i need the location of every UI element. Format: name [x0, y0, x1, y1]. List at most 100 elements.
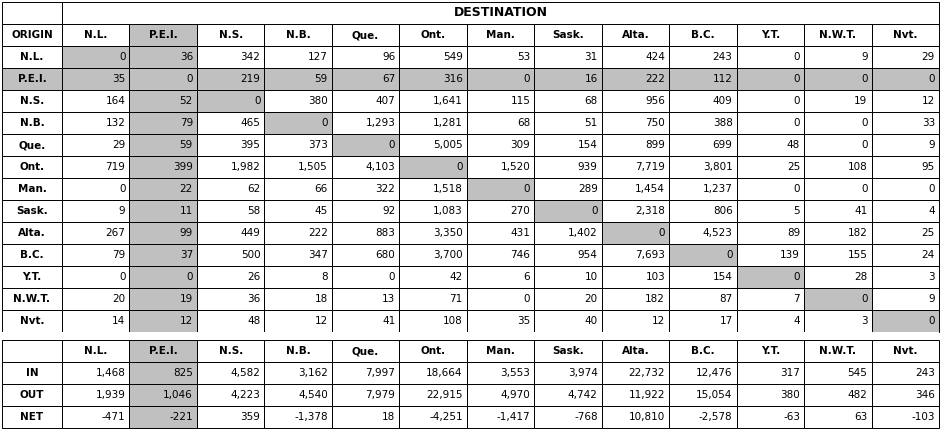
- Text: Ont.: Ont.: [421, 30, 446, 40]
- Bar: [871, 200, 939, 222]
- Bar: [332, 156, 399, 178]
- Text: 3,350: 3,350: [433, 228, 463, 238]
- Bar: [871, 112, 939, 134]
- Bar: [871, 244, 939, 266]
- Bar: [2, 156, 62, 178]
- Bar: [737, 340, 804, 362]
- Text: 92: 92: [382, 206, 395, 216]
- Text: 431: 431: [510, 228, 530, 238]
- Bar: [2, 68, 62, 90]
- Text: 243: 243: [916, 368, 935, 378]
- Bar: [62, 68, 130, 90]
- Text: 3,801: 3,801: [703, 162, 733, 172]
- Bar: [737, 24, 804, 46]
- Bar: [2, 46, 62, 68]
- Text: 3,162: 3,162: [298, 368, 327, 378]
- Text: 63: 63: [854, 412, 868, 422]
- Text: 127: 127: [308, 52, 327, 62]
- Text: 346: 346: [916, 390, 935, 400]
- Bar: [804, 266, 871, 288]
- Bar: [332, 178, 399, 200]
- Bar: [197, 288, 264, 310]
- Text: 18,664: 18,664: [426, 368, 463, 378]
- Text: 40: 40: [584, 316, 598, 326]
- Text: 899: 899: [646, 140, 665, 150]
- Bar: [399, 266, 467, 288]
- Text: 750: 750: [646, 118, 665, 128]
- Text: 4,970: 4,970: [501, 390, 530, 400]
- Bar: [399, 46, 467, 68]
- Text: 79: 79: [112, 250, 125, 260]
- Text: 24: 24: [922, 250, 935, 260]
- Text: Que.: Que.: [352, 346, 379, 356]
- Text: 309: 309: [510, 140, 530, 150]
- Bar: [130, 24, 197, 46]
- Bar: [130, 310, 197, 332]
- Text: N.S.: N.S.: [218, 30, 243, 40]
- Text: 1,520: 1,520: [501, 162, 530, 172]
- Bar: [62, 288, 130, 310]
- Text: 16: 16: [584, 74, 598, 84]
- Text: 680: 680: [375, 250, 395, 260]
- Bar: [130, 384, 197, 406]
- Text: 20: 20: [112, 294, 125, 304]
- Text: 746: 746: [510, 250, 530, 260]
- Bar: [534, 68, 601, 90]
- Bar: [804, 46, 871, 68]
- Bar: [197, 134, 264, 156]
- Bar: [197, 90, 264, 112]
- Text: 500: 500: [241, 250, 261, 260]
- Bar: [534, 310, 601, 332]
- Bar: [669, 200, 737, 222]
- Text: 0: 0: [591, 206, 598, 216]
- Bar: [130, 200, 197, 222]
- Text: 0: 0: [321, 118, 327, 128]
- Bar: [264, 266, 332, 288]
- Text: Alta.: Alta.: [18, 228, 46, 238]
- Text: 0: 0: [861, 140, 868, 150]
- Bar: [197, 310, 264, 332]
- Text: -1,378: -1,378: [295, 412, 327, 422]
- Text: 719: 719: [105, 162, 125, 172]
- Bar: [62, 244, 130, 266]
- Bar: [2, 406, 62, 428]
- Bar: [534, 362, 601, 384]
- Text: 4,582: 4,582: [231, 368, 261, 378]
- Bar: [669, 24, 737, 46]
- Text: 317: 317: [780, 368, 800, 378]
- Text: 545: 545: [848, 368, 868, 378]
- Bar: [804, 384, 871, 406]
- Text: 956: 956: [646, 96, 665, 106]
- Text: 89: 89: [787, 228, 800, 238]
- Bar: [264, 384, 332, 406]
- Bar: [467, 266, 534, 288]
- Bar: [467, 24, 534, 46]
- Bar: [601, 362, 669, 384]
- Text: Sask.: Sask.: [552, 30, 583, 40]
- Text: 99: 99: [180, 228, 193, 238]
- Text: 4: 4: [929, 206, 935, 216]
- Text: 482: 482: [848, 390, 868, 400]
- Text: N.S.: N.S.: [20, 96, 44, 106]
- Bar: [467, 362, 534, 384]
- Text: 1,083: 1,083: [433, 206, 463, 216]
- Text: DESTINATION: DESTINATION: [454, 7, 548, 20]
- Bar: [197, 244, 264, 266]
- Bar: [62, 362, 130, 384]
- Bar: [130, 222, 197, 244]
- Bar: [62, 134, 130, 156]
- Bar: [332, 46, 399, 68]
- Text: 48: 48: [247, 316, 261, 326]
- Bar: [737, 310, 804, 332]
- Bar: [399, 178, 467, 200]
- Text: N.S.: N.S.: [218, 346, 243, 356]
- Bar: [197, 406, 264, 428]
- Text: 41: 41: [854, 206, 868, 216]
- Bar: [534, 222, 601, 244]
- Text: 806: 806: [713, 206, 733, 216]
- Bar: [130, 406, 197, 428]
- Text: 3,974: 3,974: [567, 368, 598, 378]
- Bar: [264, 68, 332, 90]
- Text: -768: -768: [574, 412, 598, 422]
- Text: N.W.T.: N.W.T.: [820, 346, 856, 356]
